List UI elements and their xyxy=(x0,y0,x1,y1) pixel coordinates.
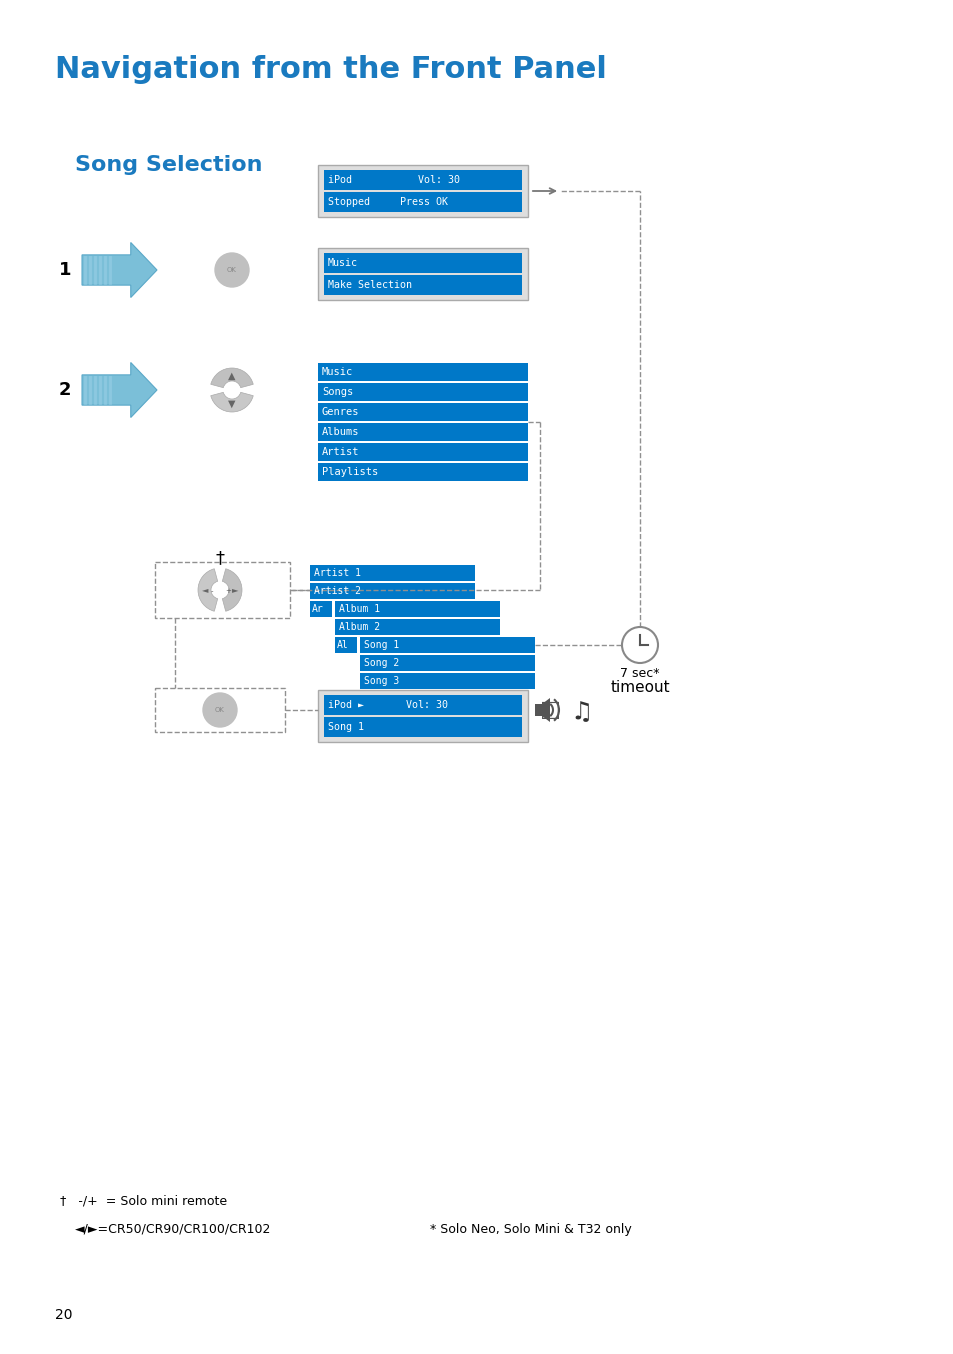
FancyBboxPatch shape xyxy=(359,655,535,672)
Text: □: □ xyxy=(539,700,560,720)
FancyBboxPatch shape xyxy=(324,171,521,190)
Bar xyxy=(154,688,285,733)
Text: Stopped     Press OK: Stopped Press OK xyxy=(328,196,448,207)
FancyBboxPatch shape xyxy=(359,636,535,653)
Text: Songs: Songs xyxy=(322,387,353,397)
Polygon shape xyxy=(535,699,550,722)
Text: Genres: Genres xyxy=(322,408,359,417)
Text: 1: 1 xyxy=(58,261,71,279)
Text: 7 sec*: 7 sec* xyxy=(619,668,659,680)
Text: Artist: Artist xyxy=(322,447,359,458)
Text: +: + xyxy=(225,588,231,594)
Text: Artist 2: Artist 2 xyxy=(314,586,360,596)
FancyBboxPatch shape xyxy=(317,443,527,460)
Text: Albums: Albums xyxy=(322,427,359,437)
FancyBboxPatch shape xyxy=(335,601,499,617)
Wedge shape xyxy=(222,569,242,611)
FancyBboxPatch shape xyxy=(359,673,535,689)
Circle shape xyxy=(203,693,236,727)
Text: Music: Music xyxy=(328,259,357,268)
FancyBboxPatch shape xyxy=(317,165,527,217)
FancyBboxPatch shape xyxy=(317,383,527,401)
Text: Song 3: Song 3 xyxy=(364,676,399,686)
FancyBboxPatch shape xyxy=(310,584,475,598)
Text: timeout: timeout xyxy=(610,680,669,695)
Bar xyxy=(154,562,290,617)
FancyBboxPatch shape xyxy=(317,463,527,481)
Text: Make Selection: Make Selection xyxy=(328,280,412,290)
Text: Song 2: Song 2 xyxy=(364,658,399,668)
Text: OK: OK xyxy=(227,267,236,274)
Wedge shape xyxy=(211,368,253,387)
FancyBboxPatch shape xyxy=(324,192,521,213)
Text: OK: OK xyxy=(214,707,225,714)
FancyBboxPatch shape xyxy=(324,718,521,737)
Text: Navigation from the Front Panel: Navigation from the Front Panel xyxy=(55,56,606,84)
Text: †   -/+  = Solo mini remote: † -/+ = Solo mini remote xyxy=(60,1196,227,1208)
FancyBboxPatch shape xyxy=(324,275,521,295)
Circle shape xyxy=(621,627,658,663)
Wedge shape xyxy=(198,569,217,611)
FancyBboxPatch shape xyxy=(317,403,527,421)
Text: Song 1: Song 1 xyxy=(328,722,364,733)
Text: ▲: ▲ xyxy=(228,371,235,380)
Circle shape xyxy=(214,253,249,287)
Text: 2: 2 xyxy=(58,380,71,399)
Text: Song 1: Song 1 xyxy=(364,640,399,650)
FancyBboxPatch shape xyxy=(335,619,499,635)
Text: iPod           Vol: 30: iPod Vol: 30 xyxy=(328,175,459,185)
Text: Playlists: Playlists xyxy=(322,467,377,477)
Text: Song Selection: Song Selection xyxy=(75,154,262,175)
Wedge shape xyxy=(211,393,253,412)
Text: ♫: ♫ xyxy=(569,700,592,724)
Text: -: - xyxy=(211,588,213,594)
Text: †: † xyxy=(215,548,224,567)
Text: ◄/►=CR50/CR90/CR100/CR102: ◄/►=CR50/CR90/CR100/CR102 xyxy=(75,1223,271,1236)
FancyBboxPatch shape xyxy=(324,253,521,274)
FancyBboxPatch shape xyxy=(310,601,332,617)
Text: ►: ► xyxy=(232,585,238,594)
FancyBboxPatch shape xyxy=(335,636,356,653)
Text: Album 2: Album 2 xyxy=(338,621,379,632)
FancyBboxPatch shape xyxy=(317,363,527,380)
Text: Music: Music xyxy=(322,367,353,376)
FancyBboxPatch shape xyxy=(317,248,527,301)
Text: iPod ►       Vol: 30: iPod ► Vol: 30 xyxy=(328,700,448,709)
Text: Al: Al xyxy=(336,640,349,650)
Text: * Solo Neo, Solo Mini & T32 only: * Solo Neo, Solo Mini & T32 only xyxy=(430,1223,631,1236)
FancyBboxPatch shape xyxy=(310,565,475,581)
Text: ▼: ▼ xyxy=(228,399,235,409)
Text: Album 1: Album 1 xyxy=(338,604,379,613)
Polygon shape xyxy=(82,242,157,298)
Text: ◄: ◄ xyxy=(201,585,208,594)
Text: Ar: Ar xyxy=(312,604,323,613)
FancyBboxPatch shape xyxy=(317,422,527,441)
Text: 20: 20 xyxy=(55,1308,72,1322)
Polygon shape xyxy=(82,363,157,417)
FancyBboxPatch shape xyxy=(317,691,527,742)
Text: Artist 1: Artist 1 xyxy=(314,567,360,578)
FancyBboxPatch shape xyxy=(324,695,521,715)
